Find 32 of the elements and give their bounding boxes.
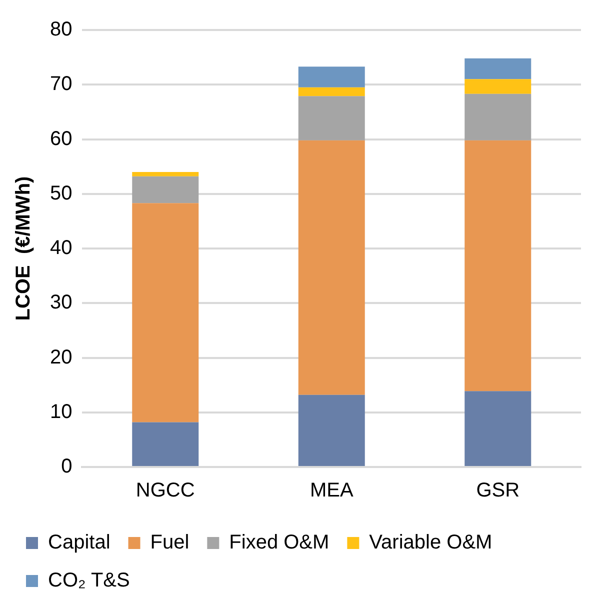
bar (298, 87, 365, 96)
bar (132, 203, 199, 422)
bar (464, 79, 532, 94)
legend-label: Capital (48, 532, 110, 554)
y-tick-label: 70 (50, 73, 72, 96)
bar (132, 172, 199, 176)
bar (132, 422, 199, 466)
y-tick-label: 30 (50, 292, 72, 314)
legend-label: Fixed O&M (229, 532, 330, 554)
bar (464, 140, 532, 392)
bar (132, 176, 199, 204)
y-tick-label: 40 (50, 237, 72, 260)
y-axis-title: LCOE (€/MWh) (12, 176, 35, 321)
x-tick-label: MEA (310, 480, 354, 502)
bar (298, 140, 365, 395)
legend-label: Variable O&M (369, 532, 492, 554)
y-tick-label: 60 (50, 128, 72, 150)
bar (464, 391, 532, 466)
x-tick-label: NGCC (136, 480, 195, 502)
y-tick-label: 50 (50, 182, 72, 204)
bar (464, 58, 532, 80)
legend-label: CO₂ T&S (48, 570, 130, 592)
legend-label: Fuel (150, 532, 190, 554)
y-tick-label: 20 (50, 346, 72, 368)
bar (464, 94, 532, 140)
y-tick-label: 0 (61, 456, 72, 478)
bar (298, 96, 365, 140)
bar (298, 394, 365, 466)
y-tick-label: 80 (50, 18, 72, 41)
y-tick-label: 10 (50, 400, 72, 423)
bar (298, 66, 365, 88)
x-tick-label: GSR (476, 480, 520, 502)
